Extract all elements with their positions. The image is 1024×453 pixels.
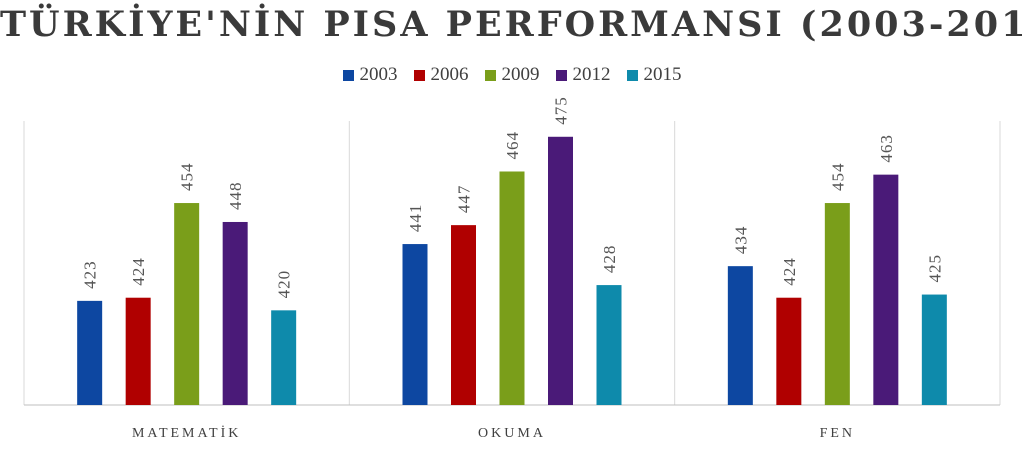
legend-item-2003: 2003: [342, 64, 398, 86]
bar-2012-2: [873, 174, 899, 405]
chart-title: TÜRKİYE'NİN PISA PERFORMANSI (2003-2015): [0, 4, 1024, 45]
bar-2015-1: [596, 285, 622, 405]
data-label: 424: [780, 257, 799, 286]
legend-swatch: [484, 69, 496, 81]
data-label: 424: [129, 257, 148, 286]
bar-2015-0: [271, 310, 297, 405]
bar-2003-1: [402, 244, 428, 405]
bar-2009-1: [499, 171, 525, 405]
legend-label: 2012: [572, 64, 611, 85]
bar-2012-0: [222, 221, 248, 405]
data-label: 464: [503, 131, 522, 160]
bar-2003-2: [727, 266, 753, 405]
data-label: 475: [552, 96, 571, 125]
bar-2003-0: [77, 300, 103, 405]
chart-legend: 2003 2006 2009 2012 2015: [0, 64, 1024, 86]
legend-item-2009: 2009: [484, 64, 540, 86]
data-label: 447: [455, 185, 474, 214]
data-label: 454: [828, 163, 847, 192]
legend-swatch: [555, 69, 567, 81]
category-label: FEN: [820, 426, 855, 441]
data-label: 454: [178, 163, 197, 192]
bar-2012-1: [548, 136, 573, 405]
category-label: OKUMA: [478, 426, 546, 441]
category-label: MATEMATİK: [132, 425, 241, 441]
bar-2006-2: [776, 297, 802, 405]
data-label: 428: [600, 245, 619, 274]
data-label: 463: [877, 134, 896, 163]
legend-swatch: [342, 69, 354, 81]
legend-swatch: [413, 69, 425, 81]
bar-2009-0: [174, 203, 200, 405]
data-label: 423: [81, 260, 100, 289]
data-label: 448: [226, 181, 245, 210]
legend-label: 2009: [501, 64, 540, 85]
data-label: 441: [406, 204, 425, 233]
legend-label: 2015: [643, 64, 682, 85]
data-label: 434: [731, 226, 750, 255]
legend-label: 2006: [430, 64, 469, 85]
bar-2006-1: [451, 225, 476, 405]
legend-item-2012: 2012: [555, 64, 611, 86]
legend-label: 2003: [359, 64, 398, 85]
legend-item-2015: 2015: [626, 64, 682, 86]
legend-swatch: [626, 69, 638, 81]
data-label: 425: [925, 254, 944, 283]
data-label: 420: [275, 270, 294, 299]
legend-item-2006: 2006: [413, 64, 469, 86]
bar-2015-2: [921, 294, 947, 405]
bar-2006-0: [125, 297, 151, 405]
bar-2009-2: [824, 203, 850, 405]
